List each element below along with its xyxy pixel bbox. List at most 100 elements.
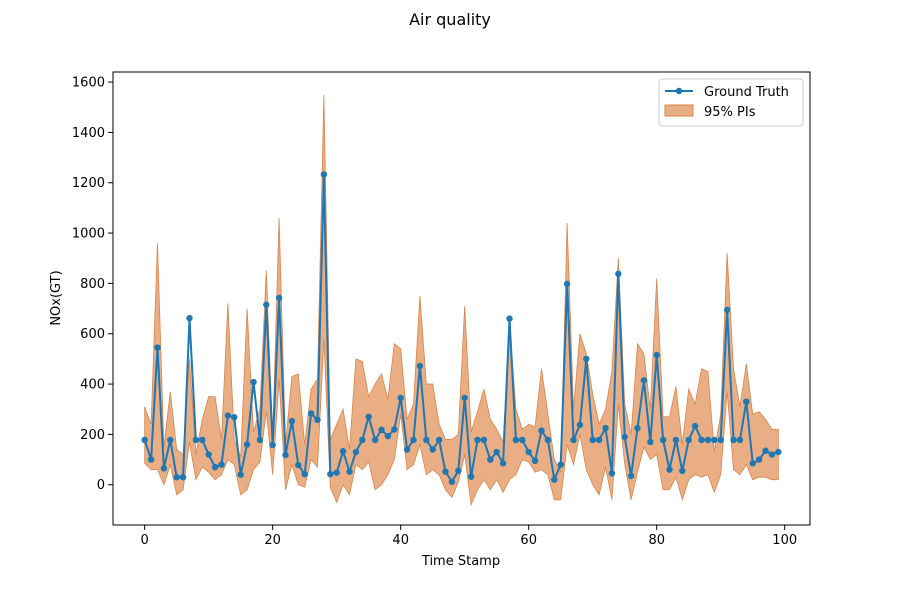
y-tick-label: 1000 bbox=[72, 227, 105, 242]
x-tick-label: 20 bbox=[264, 533, 281, 548]
y-tick-label: 400 bbox=[80, 378, 105, 393]
data-point bbox=[256, 436, 264, 444]
data-point bbox=[269, 441, 276, 449]
data-point bbox=[499, 460, 507, 467]
data-point bbox=[595, 436, 603, 444]
x-axis: 0 20 40 60 80 100 bbox=[141, 525, 797, 548]
data-point bbox=[570, 436, 577, 444]
data-point bbox=[480, 436, 488, 444]
ground-truth-line bbox=[143, 173, 779, 483]
data-point bbox=[397, 394, 404, 402]
data-point bbox=[346, 468, 353, 475]
data-point bbox=[519, 436, 526, 444]
data-point bbox=[704, 436, 712, 444]
data-point bbox=[173, 473, 180, 481]
data-point bbox=[352, 448, 360, 456]
data-point bbox=[192, 436, 200, 444]
data-point bbox=[403, 446, 411, 453]
pi-band bbox=[144, 94, 779, 507]
data-point bbox=[679, 467, 686, 475]
x-axis-label: Time Stamp bbox=[421, 554, 500, 569]
data-point bbox=[698, 436, 705, 444]
data-point bbox=[263, 301, 270, 308]
data-point bbox=[288, 417, 296, 425]
data-point bbox=[474, 436, 481, 444]
data-point bbox=[435, 436, 443, 444]
data-point bbox=[423, 436, 430, 444]
data-point bbox=[218, 461, 225, 468]
legend-label-ground-truth: Ground Truth bbox=[704, 85, 789, 100]
y-tick-label: 1600 bbox=[72, 76, 105, 91]
data-point bbox=[237, 471, 244, 478]
data-point bbox=[487, 456, 494, 463]
data-point bbox=[211, 463, 219, 471]
data-point bbox=[295, 461, 302, 469]
data-point bbox=[775, 448, 782, 456]
data-point bbox=[544, 436, 552, 444]
data-point bbox=[442, 468, 449, 475]
data-point bbox=[647, 438, 654, 446]
data-point bbox=[339, 448, 347, 455]
plot-area bbox=[141, 94, 782, 507]
data-point bbox=[653, 351, 660, 359]
data-point bbox=[275, 294, 283, 302]
data-point bbox=[231, 414, 238, 421]
legend-line-marker bbox=[675, 87, 683, 95]
data-point bbox=[685, 436, 692, 444]
data-point bbox=[455, 467, 462, 475]
data-point bbox=[711, 436, 718, 444]
legend: Ground Truth 95% PIs bbox=[658, 78, 804, 127]
data-point bbox=[384, 432, 392, 440]
data-point bbox=[167, 436, 174, 444]
data-point bbox=[243, 441, 251, 448]
y-tick-label: 0 bbox=[97, 478, 105, 493]
data-point bbox=[448, 478, 456, 485]
data-point bbox=[365, 413, 372, 420]
data-point bbox=[659, 436, 667, 444]
data-point bbox=[608, 470, 616, 477]
y-tick-label: 200 bbox=[80, 428, 105, 443]
data-point bbox=[551, 476, 558, 483]
data-point bbox=[205, 451, 212, 458]
data-point bbox=[576, 421, 584, 429]
legend-label-pis: 95% PIs bbox=[704, 105, 756, 120]
y-tick-label: 1200 bbox=[72, 176, 105, 191]
data-point bbox=[525, 448, 532, 456]
data-point bbox=[282, 451, 289, 459]
y-tick-label: 1400 bbox=[72, 126, 105, 141]
data-point bbox=[538, 427, 545, 434]
data-point bbox=[723, 306, 731, 314]
data-point bbox=[736, 436, 744, 444]
data-point bbox=[141, 436, 148, 444]
data-point bbox=[563, 280, 571, 288]
data-point bbox=[467, 473, 475, 480]
data-point bbox=[314, 416, 321, 423]
data-point bbox=[429, 446, 436, 453]
data-point bbox=[666, 466, 673, 473]
data-point bbox=[320, 171, 328, 178]
plot-frame bbox=[112, 71, 811, 526]
data-point bbox=[461, 394, 468, 402]
x-tick-label: 0 bbox=[141, 533, 149, 548]
data-point bbox=[199, 436, 206, 444]
data-point bbox=[640, 377, 648, 384]
x-tick-label: 100 bbox=[772, 533, 797, 548]
data-point bbox=[583, 355, 590, 363]
y-tick-label: 800 bbox=[80, 277, 105, 292]
data-point bbox=[634, 424, 641, 432]
data-point bbox=[327, 470, 334, 478]
data-point bbox=[621, 433, 628, 441]
data-point bbox=[250, 378, 257, 386]
data-point bbox=[602, 424, 609, 432]
data-point bbox=[557, 461, 564, 468]
data-point bbox=[160, 465, 168, 472]
data-point bbox=[691, 422, 699, 430]
data-point bbox=[493, 448, 500, 456]
data-point bbox=[154, 344, 161, 351]
data-point bbox=[615, 270, 622, 278]
y-axis: 0 200 400 600 800 1000 1200 1400 1600 bbox=[72, 76, 113, 493]
data-point bbox=[186, 314, 193, 322]
legend-band-swatch bbox=[664, 104, 694, 117]
data-point bbox=[378, 426, 385, 434]
